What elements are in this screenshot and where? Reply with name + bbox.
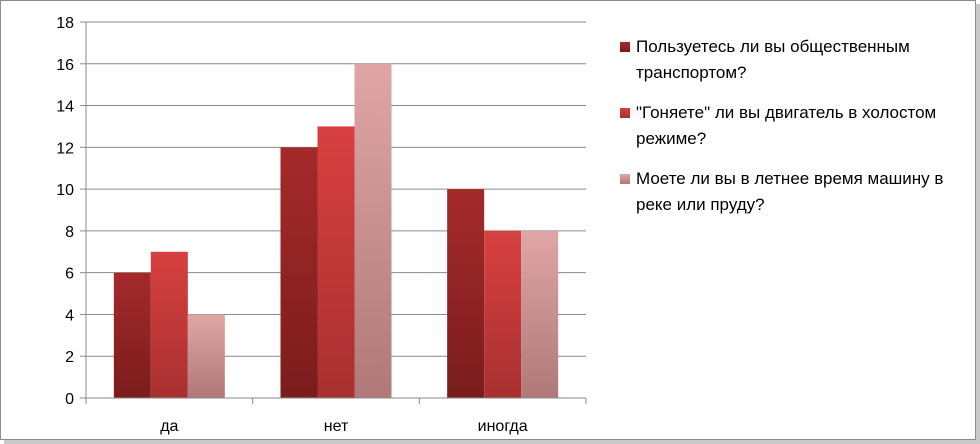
x-tick-label: да xyxy=(160,418,178,435)
y-tick-label: 2 xyxy=(65,349,74,366)
bar-series-1-2 xyxy=(447,189,485,398)
bar-series-1-0 xyxy=(113,272,151,398)
y-tick-label: 8 xyxy=(65,224,74,241)
y-tick-labels: 0 2 4 6 8 10 12 14 16 18 xyxy=(56,15,74,408)
bar-series-1-1 xyxy=(280,147,318,398)
legend-swatch-series-2 xyxy=(620,108,630,118)
y-tick-label: 18 xyxy=(56,15,74,32)
y-tick-label: 12 xyxy=(56,140,74,157)
y-tick-label: 6 xyxy=(65,266,74,283)
y-tick-label: 14 xyxy=(56,99,74,116)
bar-series-3-2 xyxy=(521,230,559,398)
frame-shadow-right xyxy=(976,4,980,444)
frame-shadow-bottom xyxy=(4,440,980,444)
bars xyxy=(113,63,559,399)
legend-label-series-1: Пользуетесь ли вы общественным транспорт… xyxy=(636,37,910,82)
axes xyxy=(80,21,587,404)
x-tick-label: иногда xyxy=(478,418,528,435)
x-tick-labels: да нет иногда xyxy=(160,418,528,435)
y-tick-label: 16 xyxy=(56,57,74,74)
legend-swatch-series-1 xyxy=(620,42,630,52)
legend-item-series-3: Моете ли вы в летнее время машину в реке… xyxy=(620,166,960,218)
legend-label-series-3: Моете ли вы в летнее время машину в реке… xyxy=(636,169,944,214)
legend-item-series-2: "Гоняете" ли вы двигатель в холостом реж… xyxy=(620,100,960,152)
y-tick-label: 10 xyxy=(56,182,74,199)
y-tick-label: 4 xyxy=(65,307,74,324)
bar-series-3-1 xyxy=(354,63,392,399)
bar-series-2-2 xyxy=(484,230,522,398)
bar-series-3-0 xyxy=(187,314,225,398)
y-tick-label: 0 xyxy=(65,391,74,408)
legend-item-series-1: Пользуетесь ли вы общественным транспорт… xyxy=(620,34,960,86)
legend-label-series-2: "Гоняете" ли вы двигатель в холостом реж… xyxy=(636,103,937,148)
x-tick-label: нет xyxy=(324,418,349,435)
legend: Пользуетесь ли вы общественным транспорт… xyxy=(620,34,960,232)
bar-series-2-0 xyxy=(150,251,188,398)
legend-swatch-series-3 xyxy=(620,174,630,184)
bar-series-2-1 xyxy=(317,126,355,398)
